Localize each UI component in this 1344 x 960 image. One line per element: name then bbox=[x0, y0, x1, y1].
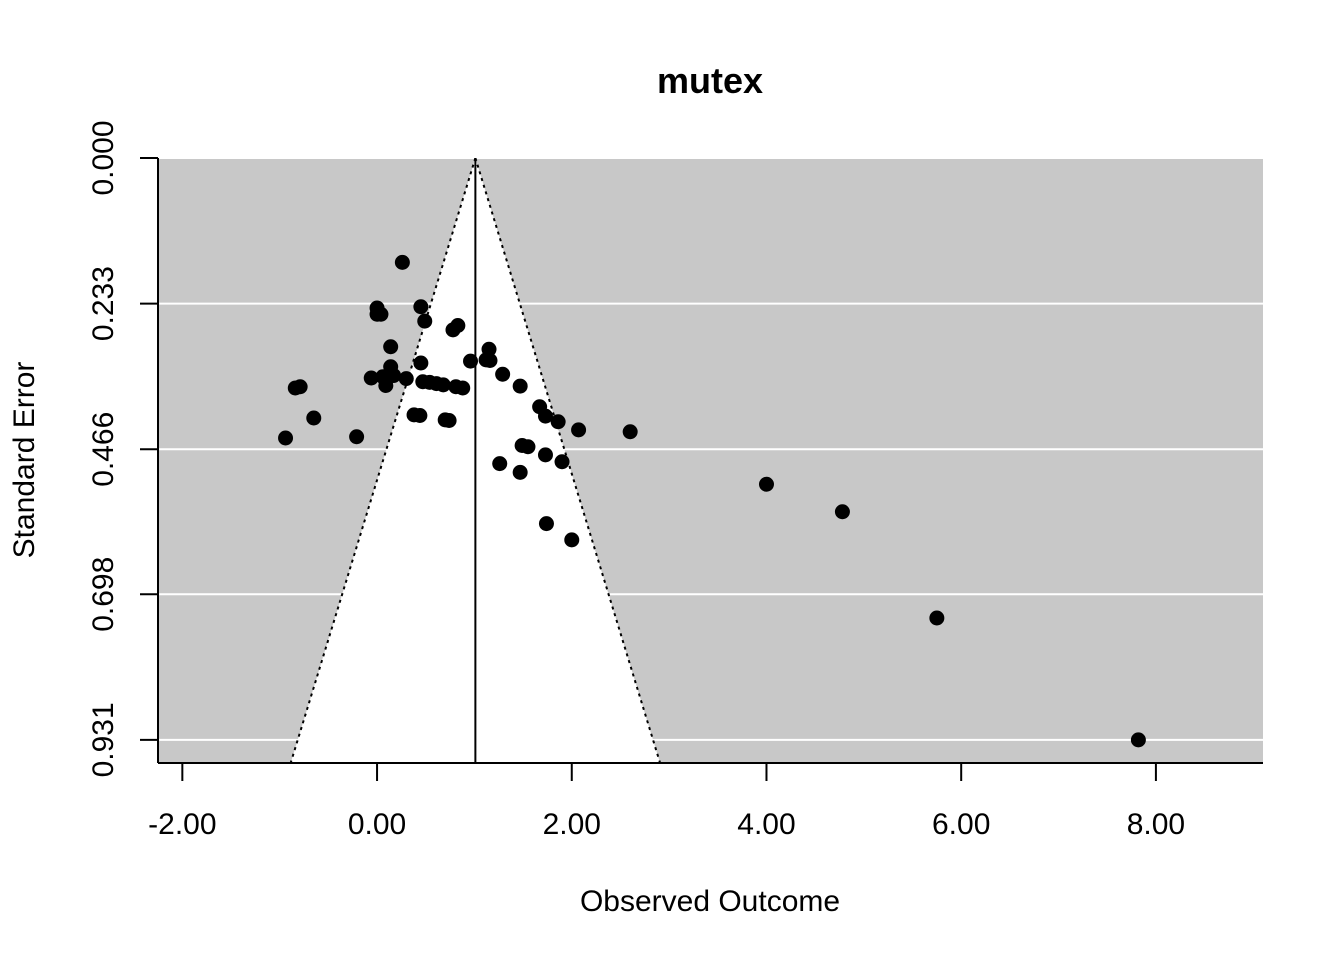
data-point-34 bbox=[412, 408, 428, 423]
data-point-52 bbox=[929, 610, 945, 626]
x-tick-label-3: 4.00 bbox=[737, 808, 795, 841]
data-point-40 bbox=[349, 429, 365, 445]
data-point-48 bbox=[758, 476, 774, 492]
data-point-43 bbox=[520, 439, 536, 455]
chart-title: mutex bbox=[657, 60, 763, 101]
y-tick-label-1: 0.233 bbox=[87, 266, 120, 341]
data-point-25 bbox=[455, 380, 471, 396]
data-point-31 bbox=[537, 408, 553, 424]
data-point-28 bbox=[287, 380, 303, 396]
data-point-49 bbox=[834, 504, 850, 520]
data-point-7 bbox=[445, 322, 461, 338]
data-point-16 bbox=[363, 370, 379, 386]
data-point-44 bbox=[537, 447, 553, 463]
data-point-5 bbox=[417, 313, 433, 329]
data-point-32 bbox=[550, 414, 566, 430]
data-point-29 bbox=[512, 378, 528, 394]
x-tick-label-1: 0.00 bbox=[348, 808, 406, 841]
data-point-53 bbox=[1130, 732, 1146, 748]
data-point-51 bbox=[564, 532, 580, 548]
data-point-4 bbox=[373, 306, 389, 322]
data-point-37 bbox=[306, 410, 322, 426]
data-point-23 bbox=[435, 377, 451, 393]
data-point-26 bbox=[378, 378, 394, 393]
data-point-45 bbox=[554, 454, 570, 470]
data-point-47 bbox=[512, 464, 528, 480]
data-point-41 bbox=[278, 430, 294, 446]
data-point-11 bbox=[482, 353, 498, 368]
x-tick-label-0: -2.00 bbox=[148, 808, 216, 841]
data-point-12 bbox=[463, 353, 479, 369]
data-point-2 bbox=[413, 299, 429, 315]
funnel-left-boundary bbox=[289, 158, 477, 763]
plot-layer: -2.00 0.00 2.00 4.00 6.00 8.00 0.000 0.233 0.466… bbox=[87, 120, 1263, 841]
y-tick-label-3: 0.698 bbox=[87, 557, 120, 632]
y-tick-label-2: 0.466 bbox=[87, 412, 120, 487]
data-point-0 bbox=[394, 254, 410, 270]
data-point-8 bbox=[383, 339, 399, 355]
data-point-19 bbox=[398, 371, 414, 387]
y-tick-label-4: 0.931 bbox=[87, 702, 120, 777]
data-point-50 bbox=[538, 516, 554, 532]
data-point-38 bbox=[571, 422, 587, 438]
data-point-39 bbox=[622, 424, 638, 440]
y-axis-label: Standard Error bbox=[8, 362, 41, 559]
x-tick-label-2: 2.00 bbox=[543, 808, 601, 841]
x-tick-label-5: 8.00 bbox=[1127, 808, 1185, 841]
data-point-36 bbox=[441, 413, 457, 428]
y-tick-label-0: 0.000 bbox=[87, 120, 120, 195]
data-point-15 bbox=[495, 366, 511, 382]
data-point-46 bbox=[492, 456, 508, 472]
x-tick-label-4: 6.00 bbox=[932, 808, 990, 841]
data-point-13 bbox=[413, 355, 429, 371]
x-axis-label: Observed Outcome bbox=[580, 885, 840, 918]
